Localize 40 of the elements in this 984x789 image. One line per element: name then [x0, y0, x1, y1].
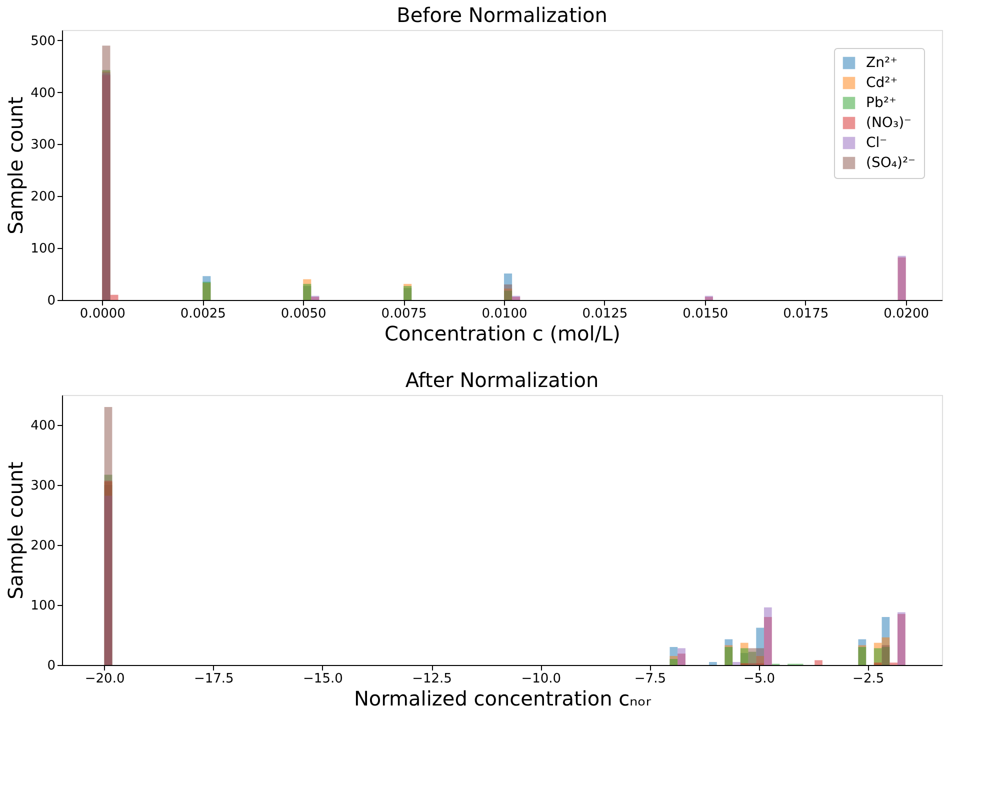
legend-label: (SO₄)²⁻ — [866, 155, 916, 171]
x-tick-label: 0.0100 — [482, 306, 528, 322]
x-tick-label: 0.0075 — [381, 306, 427, 322]
y-tick-label: 400 — [30, 86, 56, 101]
y-tick-label: 0 — [47, 294, 56, 308]
y-axis-title: Sample count — [4, 461, 28, 600]
y-tick-label: 300 — [30, 138, 56, 153]
x-tick-label: 0.0150 — [682, 306, 728, 322]
x-tick-label: −20.0 — [84, 672, 125, 686]
x-tick-label: −17.5 — [194, 672, 234, 686]
legend-label: Cl⁻ — [866, 135, 888, 151]
y-tick-label: 400 — [30, 418, 56, 434]
legend-label: Zn²⁺ — [866, 55, 898, 71]
x-tick-label: 0.0000 — [80, 306, 126, 322]
x-tick-label: 0.0025 — [180, 306, 226, 322]
y-tick-label: 200 — [30, 538, 56, 554]
x-tick-label: −7.5 — [634, 672, 666, 686]
x-tick-label: −2.5 — [852, 672, 884, 686]
legend-label: Cd²⁺ — [866, 75, 898, 91]
legend-label: Pb²⁺ — [866, 95, 896, 111]
legend-label: (NO₃)⁻ — [866, 115, 912, 131]
x-axis-title: Normalized concentration cₙₒᵣ — [354, 686, 652, 710]
x-tick-label: 0.0200 — [884, 306, 930, 322]
y-tick-label: 500 — [30, 34, 56, 49]
x-tick-label: 0.0125 — [582, 306, 628, 322]
chart-title: Before Normalization — [396, 3, 608, 27]
y-tick-label: 300 — [30, 478, 56, 494]
x-tick-label: −5.0 — [743, 672, 776, 686]
x-tick-label: −10.0 — [521, 672, 562, 686]
x-tick-label: 0.0050 — [280, 306, 326, 322]
x-tick-label: −15.0 — [303, 672, 343, 686]
x-axis-title: Concentration c (mol/L) — [384, 322, 620, 346]
chart-title: After Normalization — [405, 368, 599, 392]
y-tick-label: 200 — [30, 190, 56, 205]
x-tick-label: 0.0175 — [783, 306, 829, 322]
y-tick-label: 100 — [30, 598, 56, 614]
y-tick-label: 0 — [47, 658, 56, 674]
y-tick-label: 100 — [30, 242, 56, 257]
x-tick-label: −12.5 — [412, 672, 452, 686]
y-axis-title: Sample count — [4, 96, 28, 234]
